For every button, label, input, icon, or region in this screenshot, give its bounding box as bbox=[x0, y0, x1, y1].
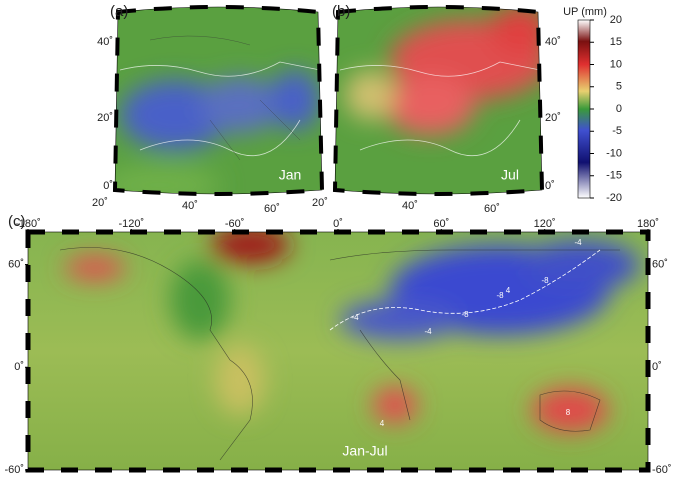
lon-tick-label: 60˚ bbox=[264, 203, 280, 215]
colorbar-tick-label: 0 bbox=[616, 103, 622, 115]
contour-label: -4 bbox=[424, 327, 432, 336]
lon-tick-label: 60˚ bbox=[484, 203, 500, 215]
lat-tick-label: 20˚ bbox=[97, 112, 113, 124]
colorbar-tick-label: -10 bbox=[606, 147, 622, 159]
contour-label: 4 bbox=[506, 286, 511, 295]
contour-label: -4 bbox=[574, 238, 582, 247]
lat-tick-label: 0˚ bbox=[103, 180, 113, 192]
lat-tick-label: -60˚ bbox=[652, 464, 672, 476]
contour-label: 4 bbox=[380, 419, 385, 428]
panel-label: (c) bbox=[8, 213, 26, 230]
frame-line bbox=[334, 6, 543, 195]
panel-title: Jan bbox=[279, 167, 302, 183]
colorbar-tick-label: 20 bbox=[610, 14, 622, 26]
lon-tick-label: 40˚ bbox=[182, 200, 198, 212]
lat-tick-label: 40˚ bbox=[97, 36, 113, 48]
map-jan bbox=[115, 7, 322, 194]
lat-tick-label: 60˚ bbox=[652, 258, 668, 270]
lon-tick-label: 60˚ bbox=[433, 218, 449, 230]
contour-label: -8 bbox=[461, 310, 469, 319]
colorbar-tick-label: 10 bbox=[610, 58, 622, 70]
lon-tick-label: 20˚ bbox=[312, 197, 328, 209]
panel-label: (a) bbox=[110, 3, 128, 20]
panel-label: (b) bbox=[332, 3, 350, 20]
lat-tick-label: 0˚ bbox=[652, 361, 662, 373]
panel-title: Jul bbox=[501, 167, 519, 183]
panel-title: Jan-Jul bbox=[342, 443, 387, 459]
lon-tick-label: 180˚ bbox=[637, 218, 659, 230]
lat-tick-label: -60˚ bbox=[4, 464, 24, 476]
lon-tick-label: 0˚ bbox=[333, 218, 343, 230]
contour-label: -8 bbox=[496, 291, 504, 300]
lon-tick-label: 40˚ bbox=[402, 200, 418, 212]
lat-tick-label: 20˚ bbox=[545, 112, 561, 124]
colorbar-title: UP (mm) bbox=[563, 6, 607, 18]
lat-tick-label: 40˚ bbox=[545, 36, 561, 48]
lon-tick-label: -60˚ bbox=[225, 218, 245, 230]
lat-tick-label: 0˚ bbox=[14, 361, 24, 373]
map-diff bbox=[28, 232, 648, 470]
lon-tick-label: -120˚ bbox=[118, 218, 144, 230]
colorbar-tick-label: -20 bbox=[606, 192, 622, 204]
colorbar bbox=[577, 19, 591, 199]
map-jul bbox=[335, 7, 542, 194]
colorbar-tick-label: -15 bbox=[606, 170, 622, 182]
contour-label: 8 bbox=[566, 408, 571, 417]
frame-line bbox=[114, 6, 323, 195]
colorbar-tick-label: 15 bbox=[610, 36, 622, 48]
lat-tick-label: 0˚ bbox=[545, 180, 555, 192]
lon-tick-label: 120˚ bbox=[534, 218, 556, 230]
lat-tick-label: 60˚ bbox=[8, 258, 24, 270]
colorbar-tick-label: 5 bbox=[616, 81, 622, 93]
contour-label: -4 bbox=[351, 313, 359, 322]
contour-label: -8 bbox=[541, 276, 549, 285]
lon-tick-label: 20˚ bbox=[92, 197, 108, 209]
colorbar-tick-label: -5 bbox=[612, 125, 622, 137]
lon-tick-label: -180˚ bbox=[15, 218, 41, 230]
